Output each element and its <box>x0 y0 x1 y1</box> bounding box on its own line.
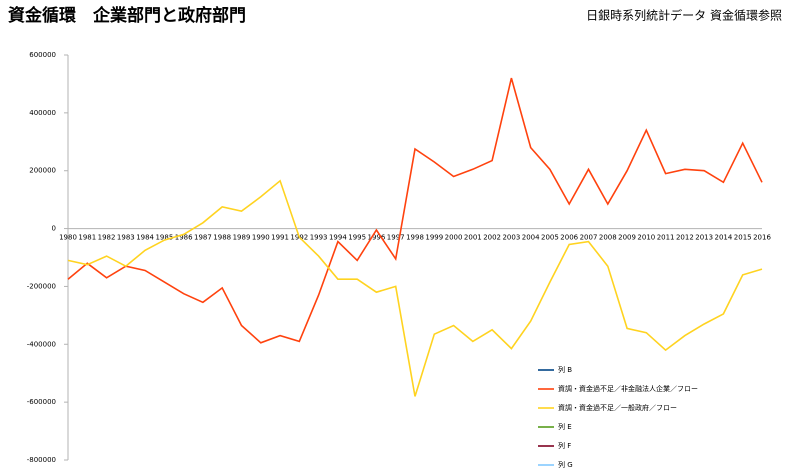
x-tick-label: 2007 <box>580 234 598 242</box>
y-tick-label: 600000 <box>29 51 56 59</box>
x-tick-label: 1986 <box>175 234 193 242</box>
x-tick-label: 1984 <box>136 234 154 242</box>
y-tick-label: -600000 <box>27 398 56 406</box>
y-tick-label: -200000 <box>27 282 56 290</box>
x-tick-label: 2000 <box>445 234 463 242</box>
x-tick-label: 1996 <box>368 234 386 242</box>
x-tick-label: 1994 <box>329 234 347 242</box>
chart-title: 資金循環 企業部門と政府部門 <box>8 5 246 26</box>
legend-label: 資調・資金過不足／非金融法人企業／フロー <box>558 384 698 393</box>
x-tick-label: 2015 <box>734 234 752 242</box>
x-tick-label: 2008 <box>599 234 617 242</box>
x-tick-label: 2016 <box>753 234 771 242</box>
chart-subtitle: 日銀時系列統計データ 資金循環参照 <box>586 8 782 23</box>
y-tick-label: 200000 <box>29 167 56 175</box>
x-tick-label: 1995 <box>348 234 366 242</box>
legend-label: 資調・資金過不足／一般政府／フロー <box>558 403 677 412</box>
legend-label: 列 E <box>558 422 572 431</box>
x-tick-label: 2010 <box>637 234 655 242</box>
x-tick-label: 2004 <box>522 234 540 242</box>
x-tick-label: 1983 <box>117 234 135 242</box>
x-tick-label: 2005 <box>541 234 559 242</box>
x-tick-label: 1982 <box>98 234 116 242</box>
legend-label: 列 F <box>558 441 571 450</box>
y-tick-label: -400000 <box>27 340 56 348</box>
x-tick-label: 1989 <box>233 234 251 242</box>
x-tick-label: 1980 <box>59 234 77 242</box>
series-line <box>67 77 763 344</box>
x-tick-label: 1998 <box>406 234 424 242</box>
x-tick-label: 2002 <box>483 234 501 242</box>
x-tick-label: 2013 <box>695 234 713 242</box>
x-tick-label: 1991 <box>271 234 289 242</box>
x-tick-label: 1990 <box>252 234 270 242</box>
x-tick-label: 1987 <box>194 234 212 242</box>
y-tick-label: 0 <box>52 225 56 233</box>
y-tick-label: -800000 <box>27 456 56 464</box>
x-tick-label: 1988 <box>213 234 231 242</box>
legend-label: 列 G <box>558 460 573 469</box>
x-tick-label: 1993 <box>310 234 328 242</box>
x-tick-label: 1997 <box>387 234 405 242</box>
x-tick-label: 2009 <box>618 234 636 242</box>
x-tick-label: 2003 <box>502 234 520 242</box>
legend-label: 列 B <box>558 365 572 374</box>
x-tick-label: 2011 <box>657 234 675 242</box>
x-tick-label: 2006 <box>560 234 578 242</box>
x-tick-label: 1981 <box>78 234 96 242</box>
series-line <box>67 179 763 397</box>
y-tick-label: 400000 <box>29 109 56 117</box>
x-tick-label: 2012 <box>676 234 694 242</box>
x-tick-label: 2001 <box>464 234 482 242</box>
x-tick-label: 1985 <box>155 234 173 242</box>
x-tick-label: 2014 <box>715 234 733 242</box>
x-tick-label: 1999 <box>425 234 443 242</box>
